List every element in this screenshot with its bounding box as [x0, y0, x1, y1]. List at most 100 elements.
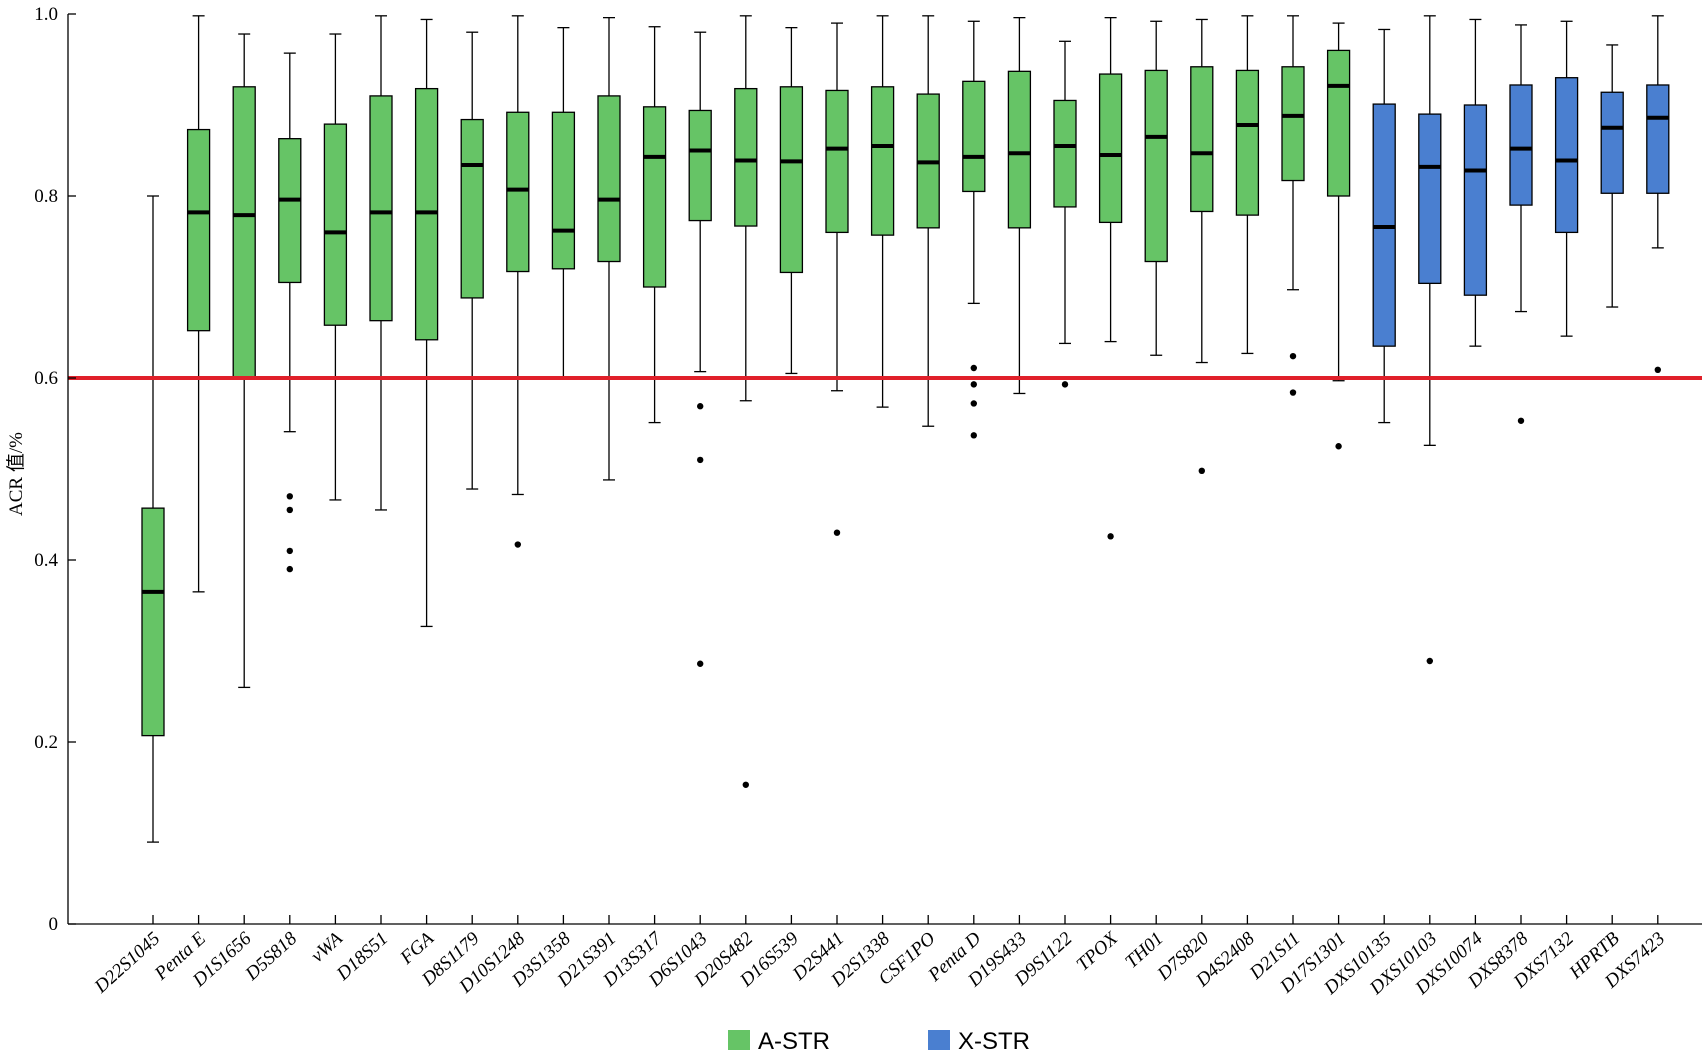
iqr-box [1418, 113, 1442, 285]
outlier-point [1335, 443, 1342, 450]
outlier-point [1107, 533, 1114, 540]
x-tick-label: D22S1045 [90, 928, 164, 998]
box-d6s1043 [688, 31, 712, 667]
iqr-box [1281, 66, 1305, 182]
iqr-box [1007, 70, 1032, 229]
legend: A-STR X-STR [728, 1028, 1030, 1055]
box-d20s482 [734, 15, 758, 788]
box-d9s1122 [1053, 40, 1077, 388]
y-axis-title: ACR 值/% [5, 432, 27, 516]
plot-area [68, 15, 1702, 843]
box-d3s1358 [551, 26, 576, 379]
box-d13s317 [642, 26, 667, 424]
box-d5s818 [278, 52, 302, 573]
outlier-point [1517, 417, 1525, 424]
outlier-point [286, 506, 293, 514]
box-d19s433 [1007, 16, 1032, 395]
iqr-box [1509, 84, 1533, 206]
box-d18s51 [369, 15, 393, 511]
outlier-point [697, 403, 704, 410]
legend-item-a-str: A-STR [728, 1028, 830, 1055]
y-tick-label: 0.4 [34, 550, 58, 571]
box-d21s11 [1281, 15, 1305, 396]
box-d22s1045 [141, 195, 165, 843]
box-d4s2408 [1235, 15, 1260, 355]
outlier-point [697, 456, 704, 464]
iqr-box [1646, 84, 1670, 194]
iqr-box [1098, 73, 1123, 224]
iqr-box [551, 111, 576, 270]
iqr-box [688, 109, 712, 222]
x-tick-label: TPOX [1073, 927, 1123, 975]
iqr-box [597, 95, 621, 263]
outlier-point [1289, 352, 1297, 360]
outlier-point [970, 400, 977, 407]
x-tick-label: D18S51 [332, 928, 392, 985]
outlier-point [970, 364, 977, 372]
legend-swatch [928, 1030, 950, 1050]
iqr-box [1463, 104, 1488, 296]
box-dxs10135 [1372, 28, 1396, 424]
iqr-box [323, 123, 348, 326]
legend-label: A-STR [758, 1028, 830, 1055]
box-penta-e [186, 15, 211, 593]
iqr-box [369, 95, 393, 322]
outlier-point [1198, 467, 1206, 475]
outlier-point [286, 547, 293, 555]
outlier-point [970, 381, 977, 388]
iqr-box [460, 118, 484, 299]
iqr-box [141, 507, 165, 737]
box-d8s1179 [460, 31, 484, 490]
y-tick-label: 0 [49, 914, 59, 935]
box-hprtb [1600, 44, 1624, 308]
box-dxs10074 [1463, 18, 1488, 347]
box-dxs10103 [1418, 15, 1442, 665]
box-d21s391 [597, 16, 621, 481]
iqr-box [825, 89, 849, 234]
box-vwa [323, 33, 348, 501]
y-tick-label: 0.8 [34, 186, 58, 207]
iqr-box [1326, 49, 1351, 197]
iqr-box [779, 86, 804, 274]
y-tick-label: 0.2 [34, 732, 58, 753]
y-tick-label: 1.0 [34, 4, 58, 25]
x-tick-label: D5S818 [241, 928, 302, 986]
box-tpox [1098, 16, 1123, 540]
iqr-box [232, 86, 256, 379]
outlier-point [970, 432, 977, 439]
iqr-box [1053, 99, 1077, 208]
box-th01 [1144, 20, 1168, 356]
box-dxs7132 [1554, 20, 1579, 337]
iqr-box [1554, 77, 1579, 234]
iqr-box [870, 86, 895, 236]
legend-label: X-STR [958, 1028, 1030, 1055]
legend-swatch [728, 1030, 750, 1050]
box-d1s1656 [232, 33, 256, 689]
box-d2s1338 [870, 15, 895, 408]
outlier-point [1654, 366, 1662, 374]
outlier-point [1061, 381, 1069, 388]
outlier-point [742, 781, 749, 788]
outlier-point [697, 660, 704, 667]
iqr-box [1235, 69, 1260, 216]
box-d16s539 [779, 26, 804, 375]
iqr-box [962, 80, 986, 193]
outlier-point [1289, 389, 1297, 396]
box-d17s1301 [1326, 22, 1351, 450]
iqr-box [506, 111, 530, 273]
legend-item-x-str: X-STR [928, 1028, 1030, 1055]
outlier-point [1426, 657, 1434, 665]
box-dxs7423 [1646, 15, 1670, 374]
y-tick-label: 0.6 [34, 368, 58, 389]
box-csf1po [916, 15, 940, 427]
box-penta-d [962, 20, 986, 439]
box-d7s820 [1190, 18, 1214, 475]
box-d2s441 [825, 22, 849, 536]
outlier-point [833, 529, 841, 536]
box-d10s1248 [506, 15, 530, 548]
outlier-point [286, 565, 293, 573]
iqr-box [1144, 69, 1168, 263]
box-fga [414, 18, 439, 628]
iqr-box [186, 128, 211, 332]
